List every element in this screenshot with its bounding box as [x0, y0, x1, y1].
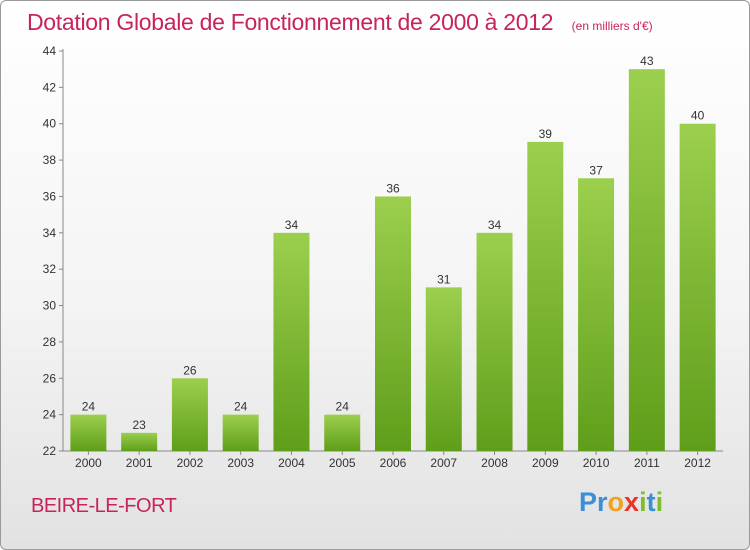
- chart-title: Dotation Globale de Fonctionnement de 20…: [27, 9, 554, 35]
- bar: [425, 287, 462, 451]
- logo-letter: o: [607, 487, 625, 517]
- x-tick-label: 2000: [75, 456, 102, 470]
- y-tick-label: 26: [43, 371, 57, 385]
- bar: [375, 196, 411, 451]
- bar: [476, 232, 513, 451]
- logo-letter: x: [624, 487, 640, 517]
- bar-value-label: 34: [488, 218, 502, 232]
- commune-name: BEIRE-LE-FORT: [31, 495, 177, 517]
- bar-value-label: 24: [82, 400, 96, 414]
- bar-value-label: 34: [285, 218, 299, 232]
- x-tick-label: 2001: [126, 456, 153, 470]
- bar: [70, 414, 107, 451]
- bar: [273, 232, 310, 451]
- chart-unit: (en milliers d'€): [571, 19, 653, 33]
- bar-value-label: 24: [336, 400, 350, 414]
- x-tick-label: 2010: [583, 456, 610, 470]
- y-tick-label: 24: [43, 408, 57, 422]
- y-tick-label: 44: [43, 44, 57, 58]
- x-tick-label: 2012: [684, 456, 711, 470]
- y-tick-label: 30: [43, 299, 57, 313]
- bar: [578, 178, 615, 452]
- y-tick-label: 40: [43, 117, 57, 131]
- y-tick-label: 36: [43, 189, 57, 203]
- bar: [324, 414, 361, 451]
- bar-value-label: 24: [234, 400, 248, 414]
- y-tick-label: 28: [43, 335, 57, 349]
- logo-letter: t: [646, 487, 656, 517]
- bar-value-label: 26: [183, 363, 197, 377]
- bar: [171, 378, 208, 451]
- y-tick-label: 42: [43, 80, 57, 94]
- bar-value-label: 36: [386, 181, 400, 195]
- x-tick-label: 2004: [278, 456, 305, 470]
- x-tick-label: 2002: [177, 456, 204, 470]
- bar-value-label: 43: [640, 54, 654, 68]
- chart-header: Dotation Globale de Fonctionnement de 20…: [27, 9, 653, 36]
- x-tick-label: 2007: [430, 456, 457, 470]
- y-tick-label: 32: [43, 262, 57, 276]
- x-tick-label: 2003: [227, 456, 254, 470]
- x-tick-label: 2011: [634, 456, 660, 470]
- bar-value-label: 23: [132, 418, 146, 432]
- x-tick-label: 2009: [532, 456, 559, 470]
- bar: [628, 69, 665, 451]
- bar-value-label: 31: [437, 272, 451, 286]
- logo-letter: P: [579, 487, 598, 517]
- bar: [679, 123, 716, 452]
- bar: [527, 141, 564, 451]
- y-tick-label: 22: [43, 444, 57, 458]
- y-tick-label: 34: [43, 226, 57, 240]
- bar-value-label: 37: [589, 163, 603, 177]
- x-tick-label: 2008: [481, 456, 508, 470]
- logo-letter: i: [655, 487, 664, 517]
- y-tick-label: 38: [43, 153, 57, 167]
- x-tick-label: 2005: [329, 456, 356, 470]
- bar: [121, 432, 158, 451]
- bar-value-label: 40: [691, 109, 705, 123]
- logo-letter: r: [597, 487, 608, 517]
- bar-value-label: 39: [539, 127, 553, 141]
- logo-letter: i: [639, 487, 647, 517]
- proxiti-logo: Proxiti: [579, 487, 663, 518]
- bar: [222, 414, 259, 451]
- x-tick-label: 2006: [380, 456, 407, 470]
